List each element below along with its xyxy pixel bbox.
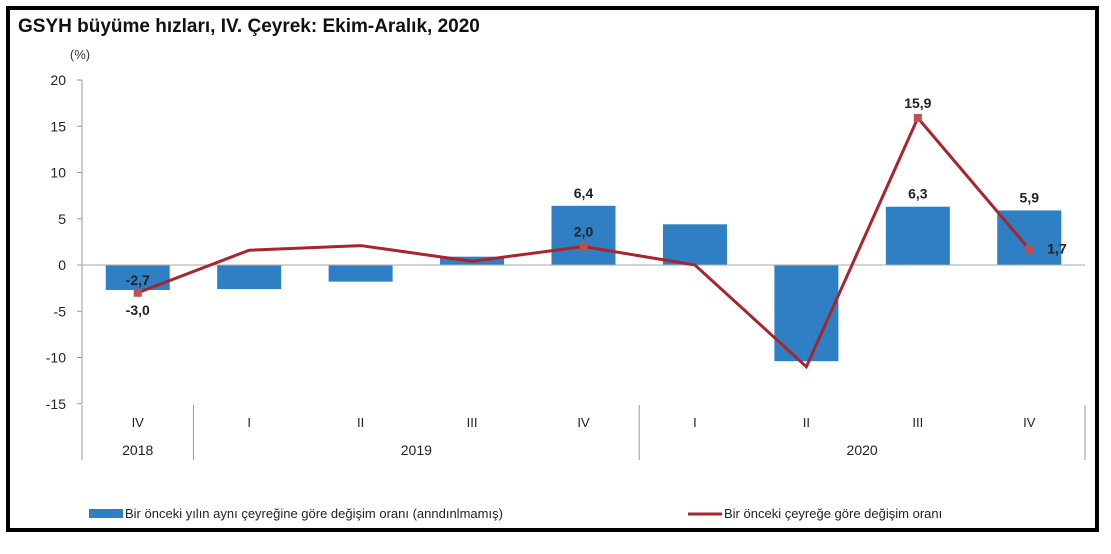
- bar-data-label: 6,3: [908, 186, 928, 202]
- x-group-label: 2020: [847, 442, 878, 458]
- line-data-label: -3,0: [126, 302, 150, 318]
- y-tick-label: -5: [54, 303, 67, 319]
- x-tick-label: I: [247, 415, 251, 430]
- line-marker: [133, 288, 142, 297]
- x-tick-label: IV: [132, 415, 145, 430]
- x-tick-label: III: [467, 415, 478, 430]
- y-tick-label: 5: [58, 211, 66, 227]
- y-tick-label: -15: [46, 396, 66, 412]
- y-tick-label: 15: [50, 118, 66, 134]
- x-tick-label: IV: [1023, 415, 1036, 430]
- line-marker: [579, 242, 588, 251]
- legend-bar-label: Bir önceki yılın aynı çeyreğine göre değ…: [125, 506, 503, 521]
- bar-data-label: 5,9: [1020, 189, 1040, 205]
- x-tick-label: II: [357, 415, 364, 430]
- x-tick-label: IV: [577, 415, 590, 430]
- legend-line-label: Bir önceki çeyreğe göre değişim oranı: [724, 506, 942, 521]
- x-group-label: 2019: [401, 442, 432, 458]
- line-data-label: 2,0: [574, 224, 594, 240]
- y-axis-label: (%): [70, 47, 90, 62]
- bar: [997, 210, 1062, 265]
- bar: [662, 224, 727, 265]
- bar: [328, 265, 393, 282]
- x-group-label: 2018: [122, 442, 153, 458]
- legend-bar-swatch: [89, 509, 123, 518]
- x-tick-label: III: [912, 415, 923, 430]
- line-data-label: 1,7: [1047, 240, 1067, 256]
- chart-frame: [6, 6, 1099, 532]
- y-tick-label: 0: [58, 257, 66, 273]
- bar: [217, 265, 282, 290]
- bar-data-label: 6,4: [574, 185, 594, 201]
- y-tick-label: -10: [46, 350, 66, 366]
- bar-data-label: -2,7: [126, 272, 150, 288]
- line-data-label: 15,9: [904, 95, 931, 111]
- x-tick-label: I: [693, 415, 697, 430]
- bar: [551, 205, 616, 265]
- x-tick-label: II: [803, 415, 810, 430]
- y-tick-label: 10: [50, 165, 66, 181]
- line-marker: [913, 113, 922, 122]
- line-marker: [1025, 245, 1034, 254]
- y-tick-label: 20: [50, 72, 66, 88]
- chart-title: GSYH büyüme hızları, IV. Çeyrek: Ekim-Ar…: [18, 16, 480, 37]
- bar: [885, 206, 950, 265]
- bar: [774, 265, 839, 362]
